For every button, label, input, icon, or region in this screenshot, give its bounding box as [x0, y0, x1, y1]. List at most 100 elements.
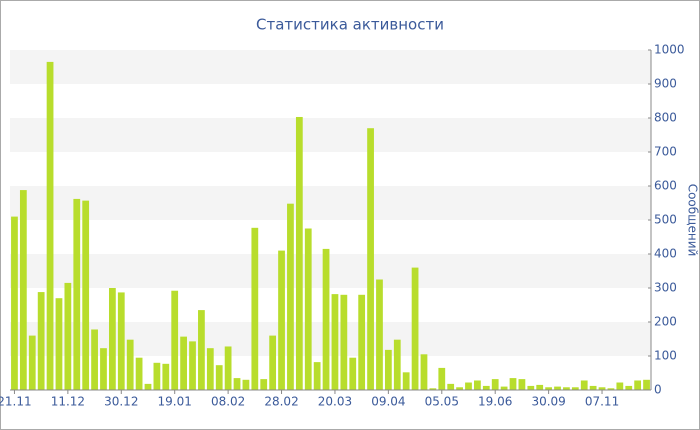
bar [554, 386, 561, 390]
bar [616, 382, 624, 390]
bar [322, 248, 330, 390]
x-tick-label: 19.01 [158, 395, 192, 409]
grid-band [10, 186, 651, 220]
y-tick-label: 600 [654, 179, 677, 193]
bar [313, 362, 321, 390]
bar [491, 379, 499, 390]
bar [438, 367, 446, 390]
bar [393, 339, 401, 390]
x-tick-label: 20.03 [318, 395, 352, 409]
bar [64, 282, 72, 390]
bar [545, 387, 553, 390]
bar [19, 190, 27, 390]
bar [287, 203, 294, 390]
bar [367, 128, 374, 390]
bar [171, 290, 179, 390]
bar [598, 387, 606, 390]
bar [589, 385, 597, 390]
bar [482, 385, 490, 390]
bar [82, 200, 90, 390]
bar [643, 379, 650, 390]
y-tick-label: 800 [654, 111, 677, 125]
bar [198, 310, 205, 390]
y-tick-label: 500 [654, 213, 677, 227]
bar [429, 388, 437, 390]
bar [304, 228, 312, 390]
bar [411, 267, 419, 390]
bar [340, 294, 348, 390]
y-tick-label: 900 [654, 77, 677, 91]
bar [384, 349, 392, 390]
bar [162, 363, 170, 390]
bar [447, 383, 455, 390]
x-tick-label: 21.11 [0, 395, 32, 409]
x-tick-label: 30.12 [104, 395, 138, 409]
bar [251, 227, 259, 390]
y-tick-label: 0 [654, 383, 662, 397]
bar [376, 279, 383, 390]
grid-band [10, 322, 651, 356]
chart-title: Статистика активности [256, 16, 444, 34]
y-tick-label: 300 [654, 281, 677, 295]
bar [278, 250, 285, 390]
bar [153, 362, 161, 390]
bar [206, 348, 214, 390]
bar [215, 365, 223, 390]
bar [518, 379, 526, 390]
x-tick-label: 30.09 [531, 395, 565, 409]
grid-band [10, 118, 651, 152]
bar [349, 357, 357, 390]
y-axis-title: Сообщений [686, 184, 700, 257]
bar [625, 385, 633, 390]
x-tick-label: 08.02 [211, 395, 245, 409]
bar [465, 382, 472, 390]
bar [474, 380, 481, 390]
y-tick-label: 400 [654, 247, 677, 261]
x-tick-label: 19.06 [478, 395, 512, 409]
bar [126, 339, 134, 390]
bar [571, 387, 579, 390]
bar [135, 357, 143, 390]
grid-band [10, 50, 651, 84]
bar [269, 335, 277, 390]
bar [11, 216, 18, 390]
y-tick-label: 1000 [654, 43, 685, 57]
bar [295, 116, 303, 390]
bar [117, 292, 125, 390]
bar [180, 336, 187, 390]
x-tick-label: 09.04 [371, 395, 405, 409]
bar [260, 379, 268, 390]
bar [331, 294, 339, 390]
bar [224, 346, 232, 390]
bar [189, 341, 196, 390]
bar [73, 198, 81, 390]
bar [46, 61, 54, 391]
bar [55, 298, 63, 390]
y-tick-label: 100 [654, 349, 677, 363]
bar [634, 380, 642, 390]
bar [144, 383, 152, 390]
bar [402, 372, 410, 390]
bar [37, 292, 45, 390]
bar [527, 385, 535, 390]
bar [580, 380, 588, 390]
x-tick-label: 07.11 [585, 395, 619, 409]
bar [108, 288, 116, 390]
bar [607, 388, 615, 390]
bar [536, 384, 544, 390]
bar [242, 379, 250, 390]
y-tick-label: 200 [654, 315, 677, 329]
bar [420, 354, 428, 390]
x-tick-label: 28.02 [264, 395, 298, 409]
y-tick-label: 700 [654, 145, 677, 159]
bar [100, 348, 107, 390]
grid-band [10, 254, 651, 288]
bar [91, 329, 98, 390]
bar [456, 387, 463, 390]
bar [233, 378, 241, 390]
bar [509, 378, 517, 390]
bar [358, 294, 366, 390]
x-tick-label: 05.05 [425, 395, 459, 409]
bar [28, 335, 36, 390]
